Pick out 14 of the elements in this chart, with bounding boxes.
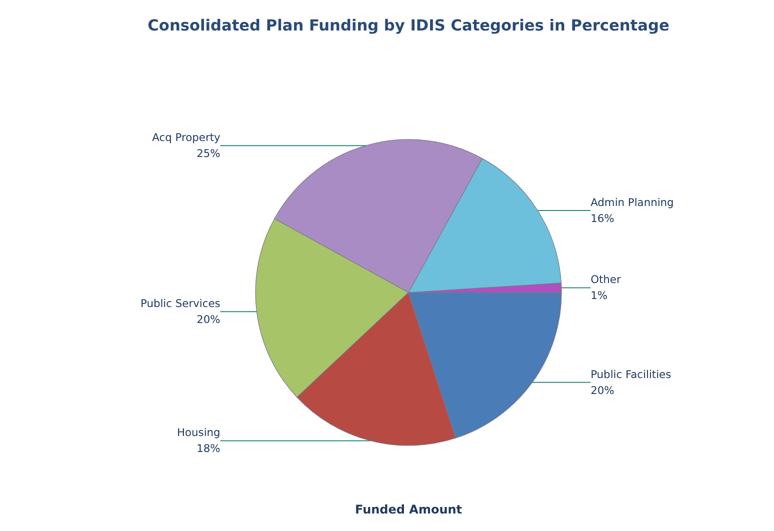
data-label: 25% [196,147,220,160]
chart-title: Consolidated Plan Funding by IDIS Categories in Percentage [148,16,670,34]
slice-label: Other [590,273,622,286]
slice-label: Housing [176,426,220,440]
data-label: 20% [590,384,614,397]
slice-label: Acq Property [152,131,220,144]
data-label: 18% [196,442,220,456]
slice-label: Public Services [140,297,221,310]
slice-label: Admin Planning [590,196,674,209]
text: Funded Amount [354,502,462,516]
slice-label: Public Facilities [590,368,672,381]
data-label: 20% [196,313,220,326]
data-label: 16% [590,212,614,226]
data-label: 1% [590,289,608,302]
